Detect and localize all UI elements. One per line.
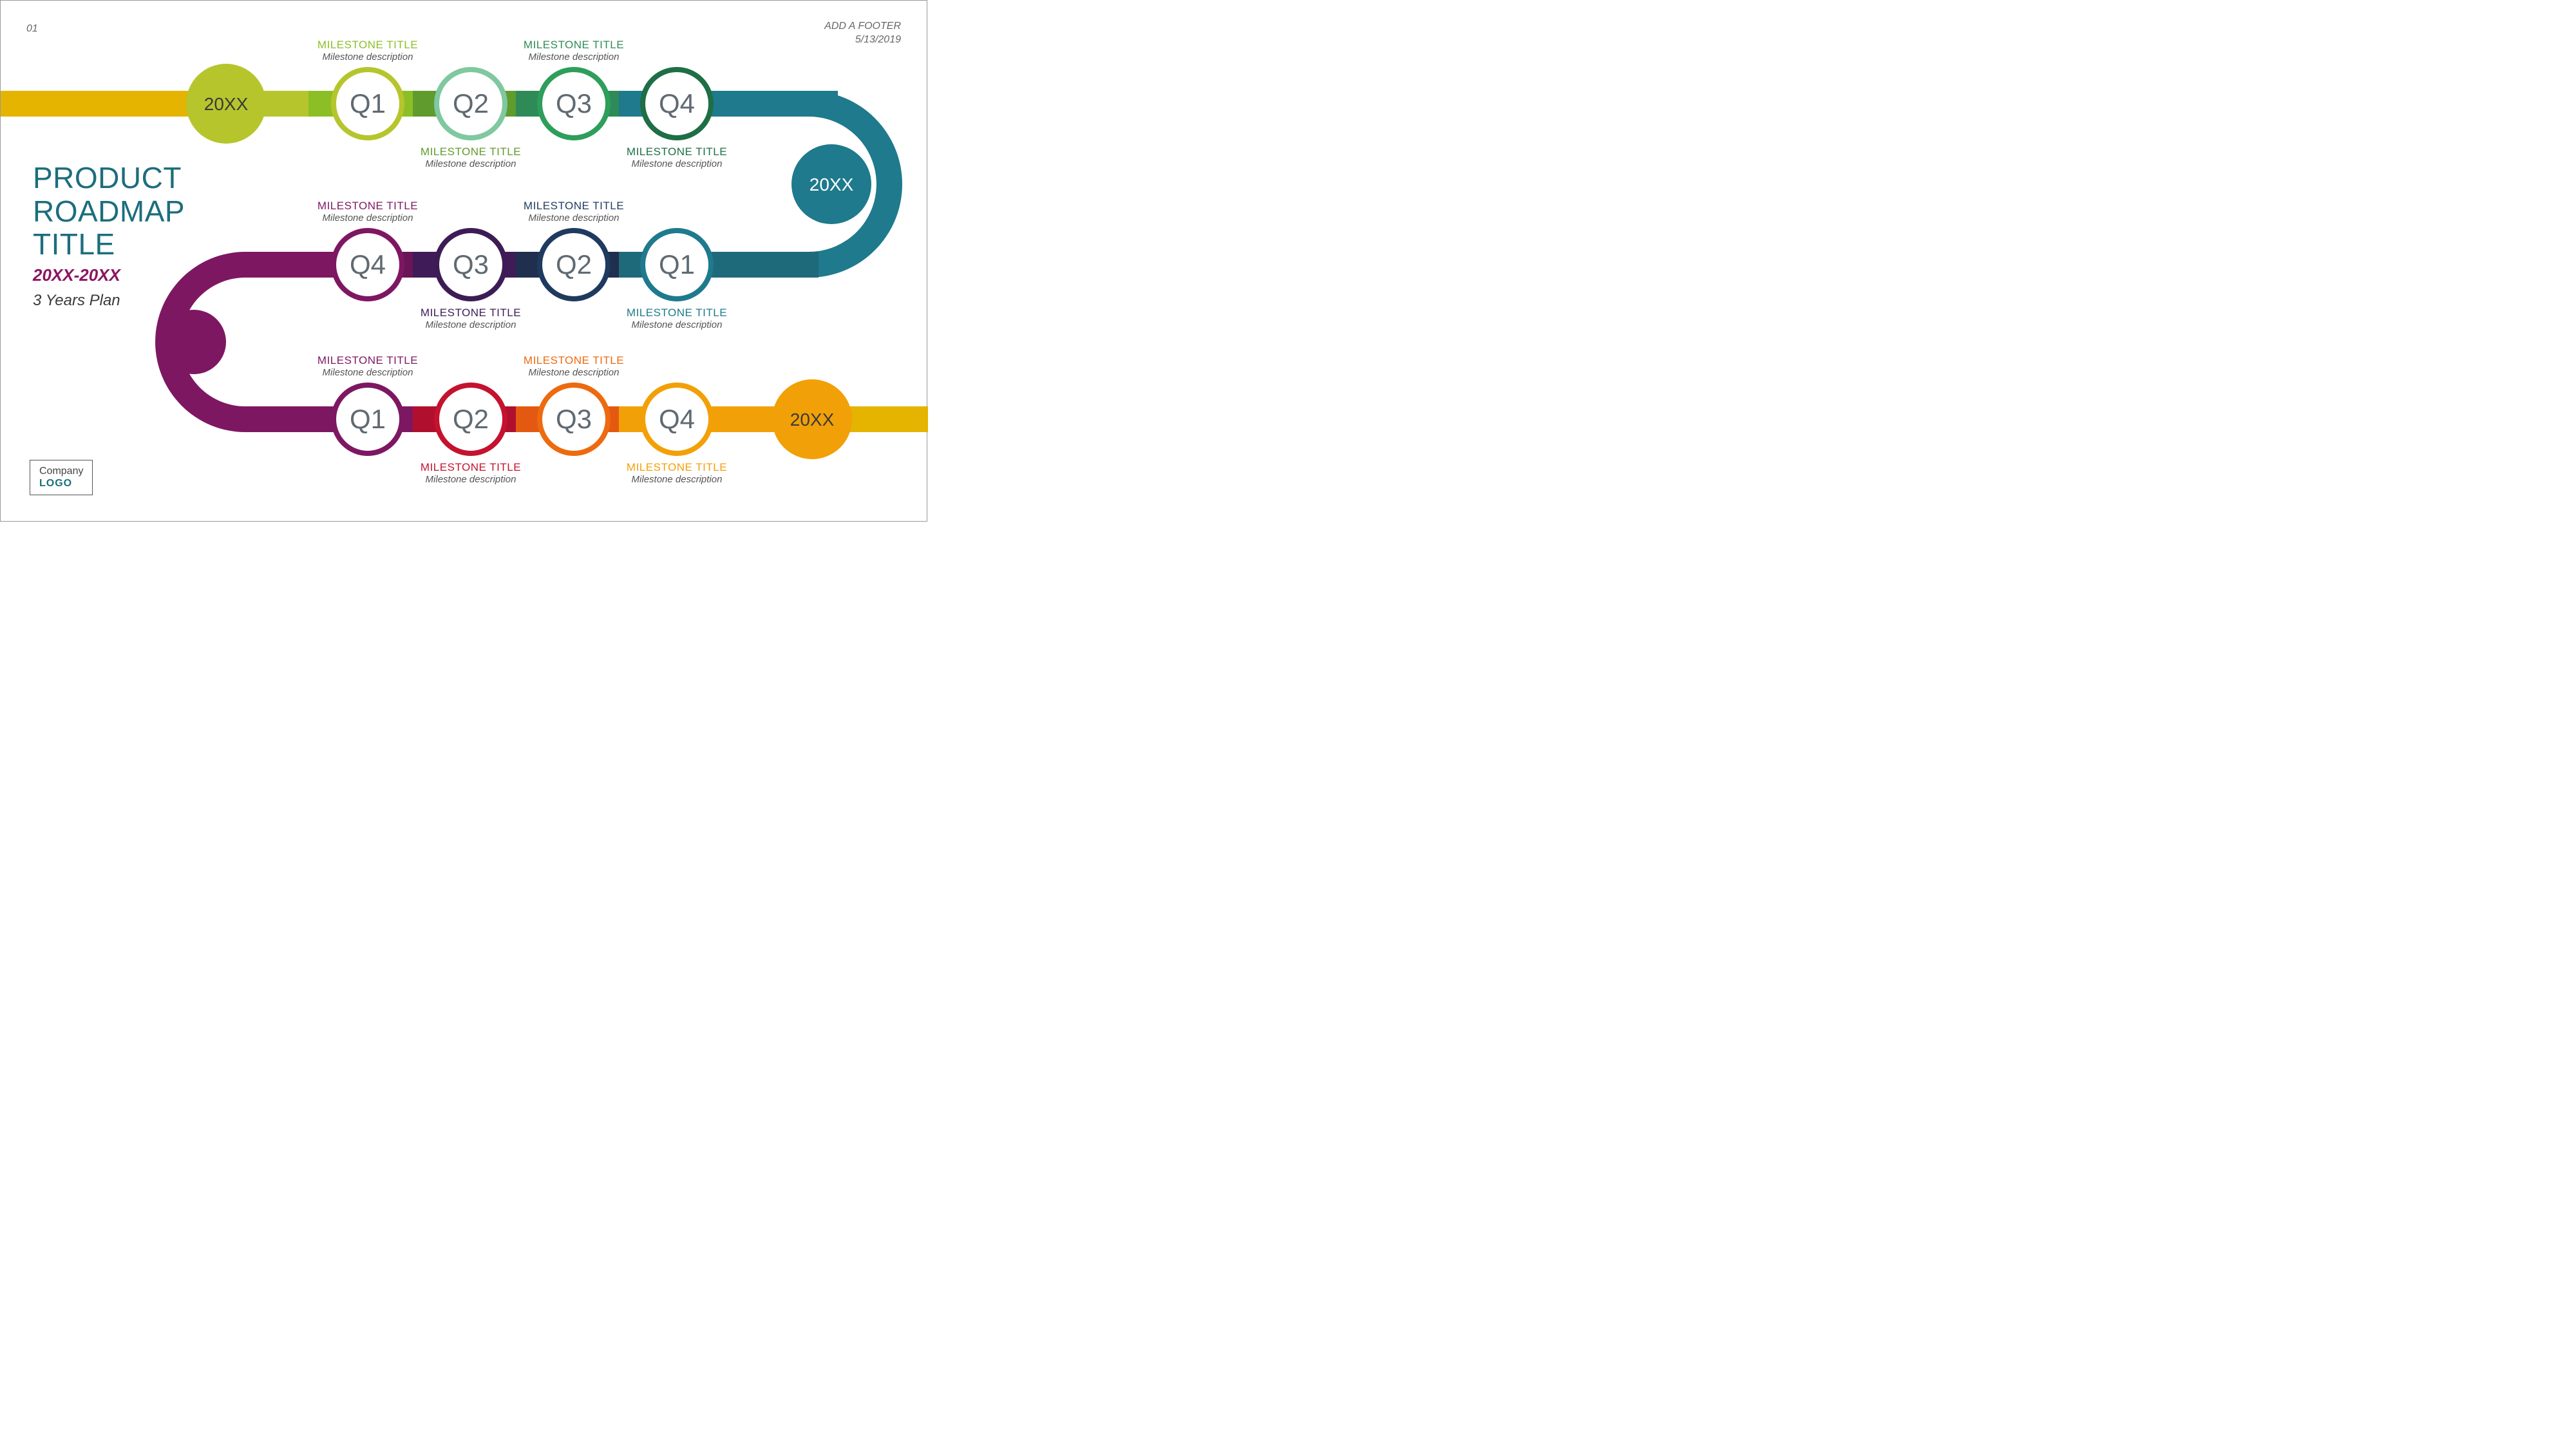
- svg-text:Q2: Q2: [556, 249, 592, 279]
- milestone-title: MILESTONE TITLE: [406, 461, 535, 474]
- milestone-desc: Milestone description: [406, 474, 535, 485]
- milestone-desc: Milestone description: [612, 158, 741, 169]
- svg-text:Q2: Q2: [453, 404, 489, 434]
- milestone-title: MILESTONE TITLE: [612, 307, 741, 319]
- svg-text:Q4: Q4: [659, 88, 695, 118]
- svg-text:20XX: 20XX: [204, 94, 249, 114]
- milestone-title: MILESTONE TITLE: [509, 354, 638, 367]
- svg-text:Q1: Q1: [350, 404, 386, 434]
- svg-text:Q1: Q1: [659, 249, 695, 279]
- svg-text:Q3: Q3: [453, 249, 489, 279]
- svg-text:20XX: 20XX: [790, 410, 835, 430]
- milestone-title: MILESTONE TITLE: [303, 200, 432, 213]
- svg-text:Q3: Q3: [556, 88, 592, 118]
- milestone-desc: Milestone description: [303, 52, 432, 62]
- milestone-title: MILESTONE TITLE: [509, 200, 638, 213]
- milestone-desc: Milestone description: [509, 52, 638, 62]
- milestone-desc: Milestone description: [509, 367, 638, 378]
- milestone-title: MILESTONE TITLE: [406, 146, 535, 158]
- svg-text:Q3: Q3: [556, 404, 592, 434]
- milestone-title: MILESTONE TITLE: [612, 146, 741, 158]
- milestone-desc: Milestone description: [406, 319, 535, 330]
- roadmap-svg: 20XX 20XX 20XX Q1 Q2 Q3 Q4 Q4 Q3 Q2 Q1 Q1 Q2 Q3 Q4: [1, 1, 928, 522]
- svg-text:Q4: Q4: [659, 404, 695, 434]
- svg-text:Q4: Q4: [350, 249, 386, 279]
- milestone-desc: Milestone description: [303, 367, 432, 378]
- roadmap-slide: 01 ADD A FOOTER 5/13/2019 PRODUCT ROADMA…: [0, 0, 927, 522]
- milestone-title: MILESTONE TITLE: [612, 461, 741, 474]
- milestone-title: MILESTONE TITLE: [509, 39, 638, 52]
- svg-text:Q1: Q1: [350, 88, 386, 118]
- milestone-desc: Milestone description: [612, 319, 741, 330]
- milestone-desc: Milestone description: [406, 158, 535, 169]
- svg-text:20XX: 20XX: [810, 175, 854, 194]
- milestone-desc: Milestone description: [303, 213, 432, 223]
- milestone-title: MILESTONE TITLE: [303, 39, 432, 52]
- milestone-title: MILESTONE TITLE: [303, 354, 432, 367]
- svg-text:Q2: Q2: [453, 88, 489, 118]
- milestone-desc: Milestone description: [509, 213, 638, 223]
- milestone-title: MILESTONE TITLE: [406, 307, 535, 319]
- milestone-desc: Milestone description: [612, 474, 741, 485]
